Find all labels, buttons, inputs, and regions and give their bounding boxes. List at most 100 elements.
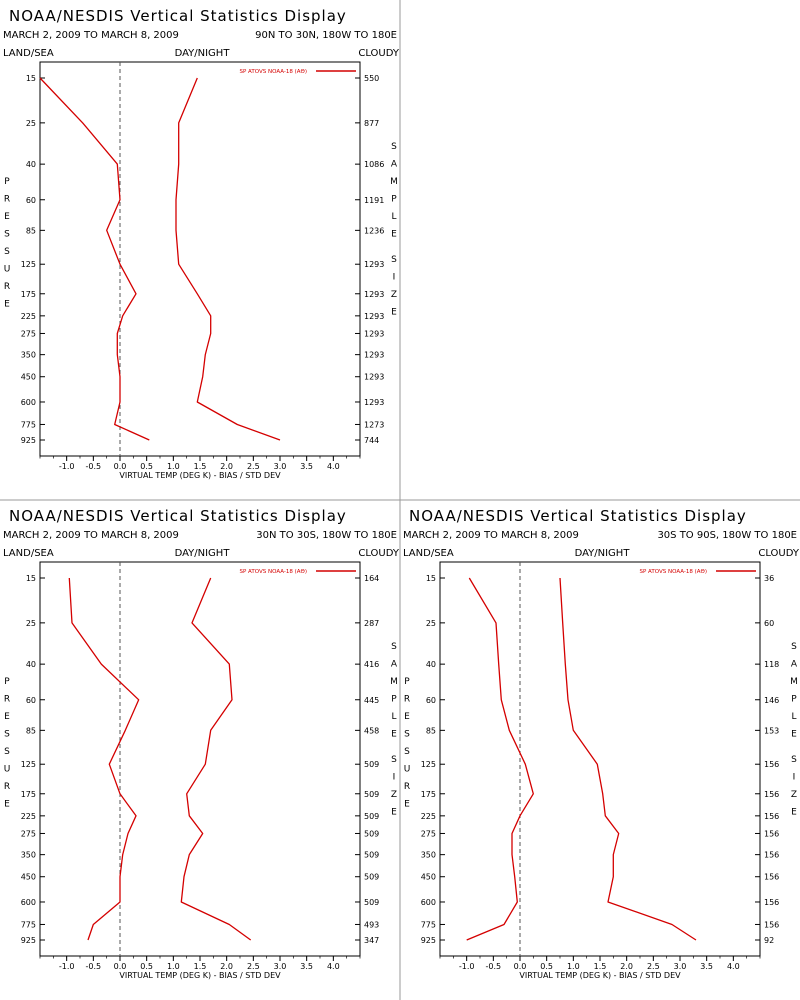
sample-size-label: 156 xyxy=(764,920,779,929)
pressure-level-label: 775 xyxy=(21,920,36,929)
day-night-label: DAY/NIGHT xyxy=(175,548,231,559)
chart-title: NOAA/NESDIS Vertical Statistics Display xyxy=(9,507,347,525)
right-axis-label-letter: E xyxy=(391,808,397,818)
x-tick-label: 0.0 xyxy=(114,962,127,971)
pressure-level-label: 775 xyxy=(421,920,436,929)
sample-size-label: 347 xyxy=(364,936,379,945)
right-axis-label-letter: E xyxy=(391,308,397,318)
pressure-level-label: 85 xyxy=(26,226,36,235)
x-tick-label: 4.0 xyxy=(327,462,340,471)
land-sea-label: LAND/SEA xyxy=(3,548,54,559)
chart-title: NOAA/NESDIS Vertical Statistics Display xyxy=(409,507,747,525)
pressure-level-label: 225 xyxy=(21,812,36,821)
y-axis-label-letter: U xyxy=(404,765,411,775)
sample-size-label: 509 xyxy=(364,812,379,821)
right-axis-label-letter: E xyxy=(391,230,397,240)
pressure-level-label: 350 xyxy=(421,851,436,860)
date-range: MARCH 2, 2009 TO MARCH 8, 2009 xyxy=(403,530,579,541)
land-sea-label: LAND/SEA xyxy=(3,48,54,59)
cloudy-label: CLOUDY xyxy=(358,548,400,559)
bias-series-line xyxy=(68,577,140,941)
right-axis-label-letter: P xyxy=(391,695,397,705)
x-tick-label: 1.5 xyxy=(194,462,207,471)
y-axis-label-letter: R xyxy=(4,282,10,292)
right-axis-label-letter: S xyxy=(391,142,397,152)
right-axis-label-letter: A xyxy=(791,660,798,670)
pressure-level-label: 125 xyxy=(21,260,36,269)
y-axis-label-letter: R xyxy=(404,695,410,705)
pressure-level-label: 225 xyxy=(421,812,436,821)
pressure-level-label: 40 xyxy=(426,660,436,669)
x-tick-label: 1.0 xyxy=(167,962,180,971)
x-tick-label: 3.5 xyxy=(700,962,713,971)
x-axis-label: VIRTUAL TEMP (DEG K) - BIAS / STD DEV xyxy=(119,971,281,980)
sample-size-label: 92 xyxy=(764,936,774,945)
std-dev-series-line xyxy=(175,77,281,441)
x-tick-label: 2.0 xyxy=(220,962,233,971)
right-axis-label-letter: S xyxy=(391,255,397,265)
right-axis-label-letter: M xyxy=(390,177,398,187)
pressure-level-label: 275 xyxy=(21,329,36,338)
sample-size-label: 1293 xyxy=(364,373,384,382)
pressure-level-label: 15 xyxy=(26,574,36,583)
pressure-level-label: 925 xyxy=(21,936,36,945)
sample-size-label: 60 xyxy=(764,619,774,628)
sample-size-label: 877 xyxy=(364,119,379,128)
x-tick-label: 2.0 xyxy=(220,462,233,471)
std-dev-series-line xyxy=(180,577,252,941)
y-axis-label-letter: E xyxy=(4,800,10,810)
x-tick-label: 4.0 xyxy=(727,962,740,971)
sample-size-label: 1293 xyxy=(364,312,384,321)
y-axis-label-letter: S xyxy=(4,247,10,257)
x-tick-label: 3.0 xyxy=(274,462,287,471)
pressure-level-label: 600 xyxy=(21,898,36,907)
x-tick-label: 3.5 xyxy=(300,462,313,471)
chart-panel-2: NOAA/NESDIS Vertical Statistics Display M… xyxy=(3,507,400,980)
x-tick-label: 3.0 xyxy=(274,962,287,971)
y-axis-label-letter: R xyxy=(4,195,10,205)
chart-title: NOAA/NESDIS Vertical Statistics Display xyxy=(9,7,347,25)
sample-size-label: 1273 xyxy=(364,420,384,429)
y-axis-label-letter: S xyxy=(4,230,10,240)
sample-size-label: 156 xyxy=(764,898,779,907)
x-tick-label: 0.5 xyxy=(140,462,153,471)
pressure-level-label: 600 xyxy=(421,898,436,907)
right-axis-label-letter: S xyxy=(791,642,797,652)
sample-size-label: 509 xyxy=(364,790,379,799)
sample-size-label: 509 xyxy=(364,873,379,882)
pressure-level-label: 15 xyxy=(26,74,36,83)
sample-size-label: 509 xyxy=(364,851,379,860)
y-axis-label-letter: E xyxy=(404,800,410,810)
legend-label: SP ATOVS NOAA-18 (AΘ) xyxy=(639,569,707,575)
x-tick-label: 1.5 xyxy=(194,962,207,971)
date-range: MARCH 2, 2009 TO MARCH 8, 2009 xyxy=(3,530,179,541)
day-night-label: DAY/NIGHT xyxy=(575,548,631,559)
right-axis-label-letter: Z xyxy=(391,290,397,300)
x-tick-label: 2.5 xyxy=(247,962,260,971)
pressure-level-label: 85 xyxy=(426,726,436,735)
sample-size-label: 164 xyxy=(364,574,379,583)
chart-panel-3: NOAA/NESDIS Vertical Statistics Display M… xyxy=(403,507,800,980)
x-tick-label: 1.5 xyxy=(594,962,607,971)
date-range: MARCH 2, 2009 TO MARCH 8, 2009 xyxy=(3,30,179,41)
pressure-level-label: 25 xyxy=(26,619,36,628)
pressure-level-label: 275 xyxy=(21,829,36,838)
right-axis-label-letter: E xyxy=(791,808,797,818)
right-axis-label-letter: S xyxy=(391,642,397,652)
x-tick-label: 1.0 xyxy=(167,462,180,471)
x-tick-label: 4.0 xyxy=(327,962,340,971)
legend-label: SP ATOVS NOAA-18 (AΘ) xyxy=(239,569,307,575)
x-tick-label: 2.0 xyxy=(620,962,633,971)
sample-size-label: 1293 xyxy=(364,398,384,407)
pressure-level-label: 350 xyxy=(21,851,36,860)
right-axis-label-letter: I xyxy=(393,773,396,783)
pressure-level-label: 175 xyxy=(21,790,36,799)
pressure-level-label: 40 xyxy=(26,160,36,169)
x-tick-label: -1.0 xyxy=(459,962,475,971)
pressure-level-label: 775 xyxy=(21,420,36,429)
y-axis-label-letter: U xyxy=(4,765,11,775)
sample-size-label: 744 xyxy=(364,436,379,445)
pressure-level-label: 175 xyxy=(421,790,436,799)
plot-frame xyxy=(439,561,761,957)
